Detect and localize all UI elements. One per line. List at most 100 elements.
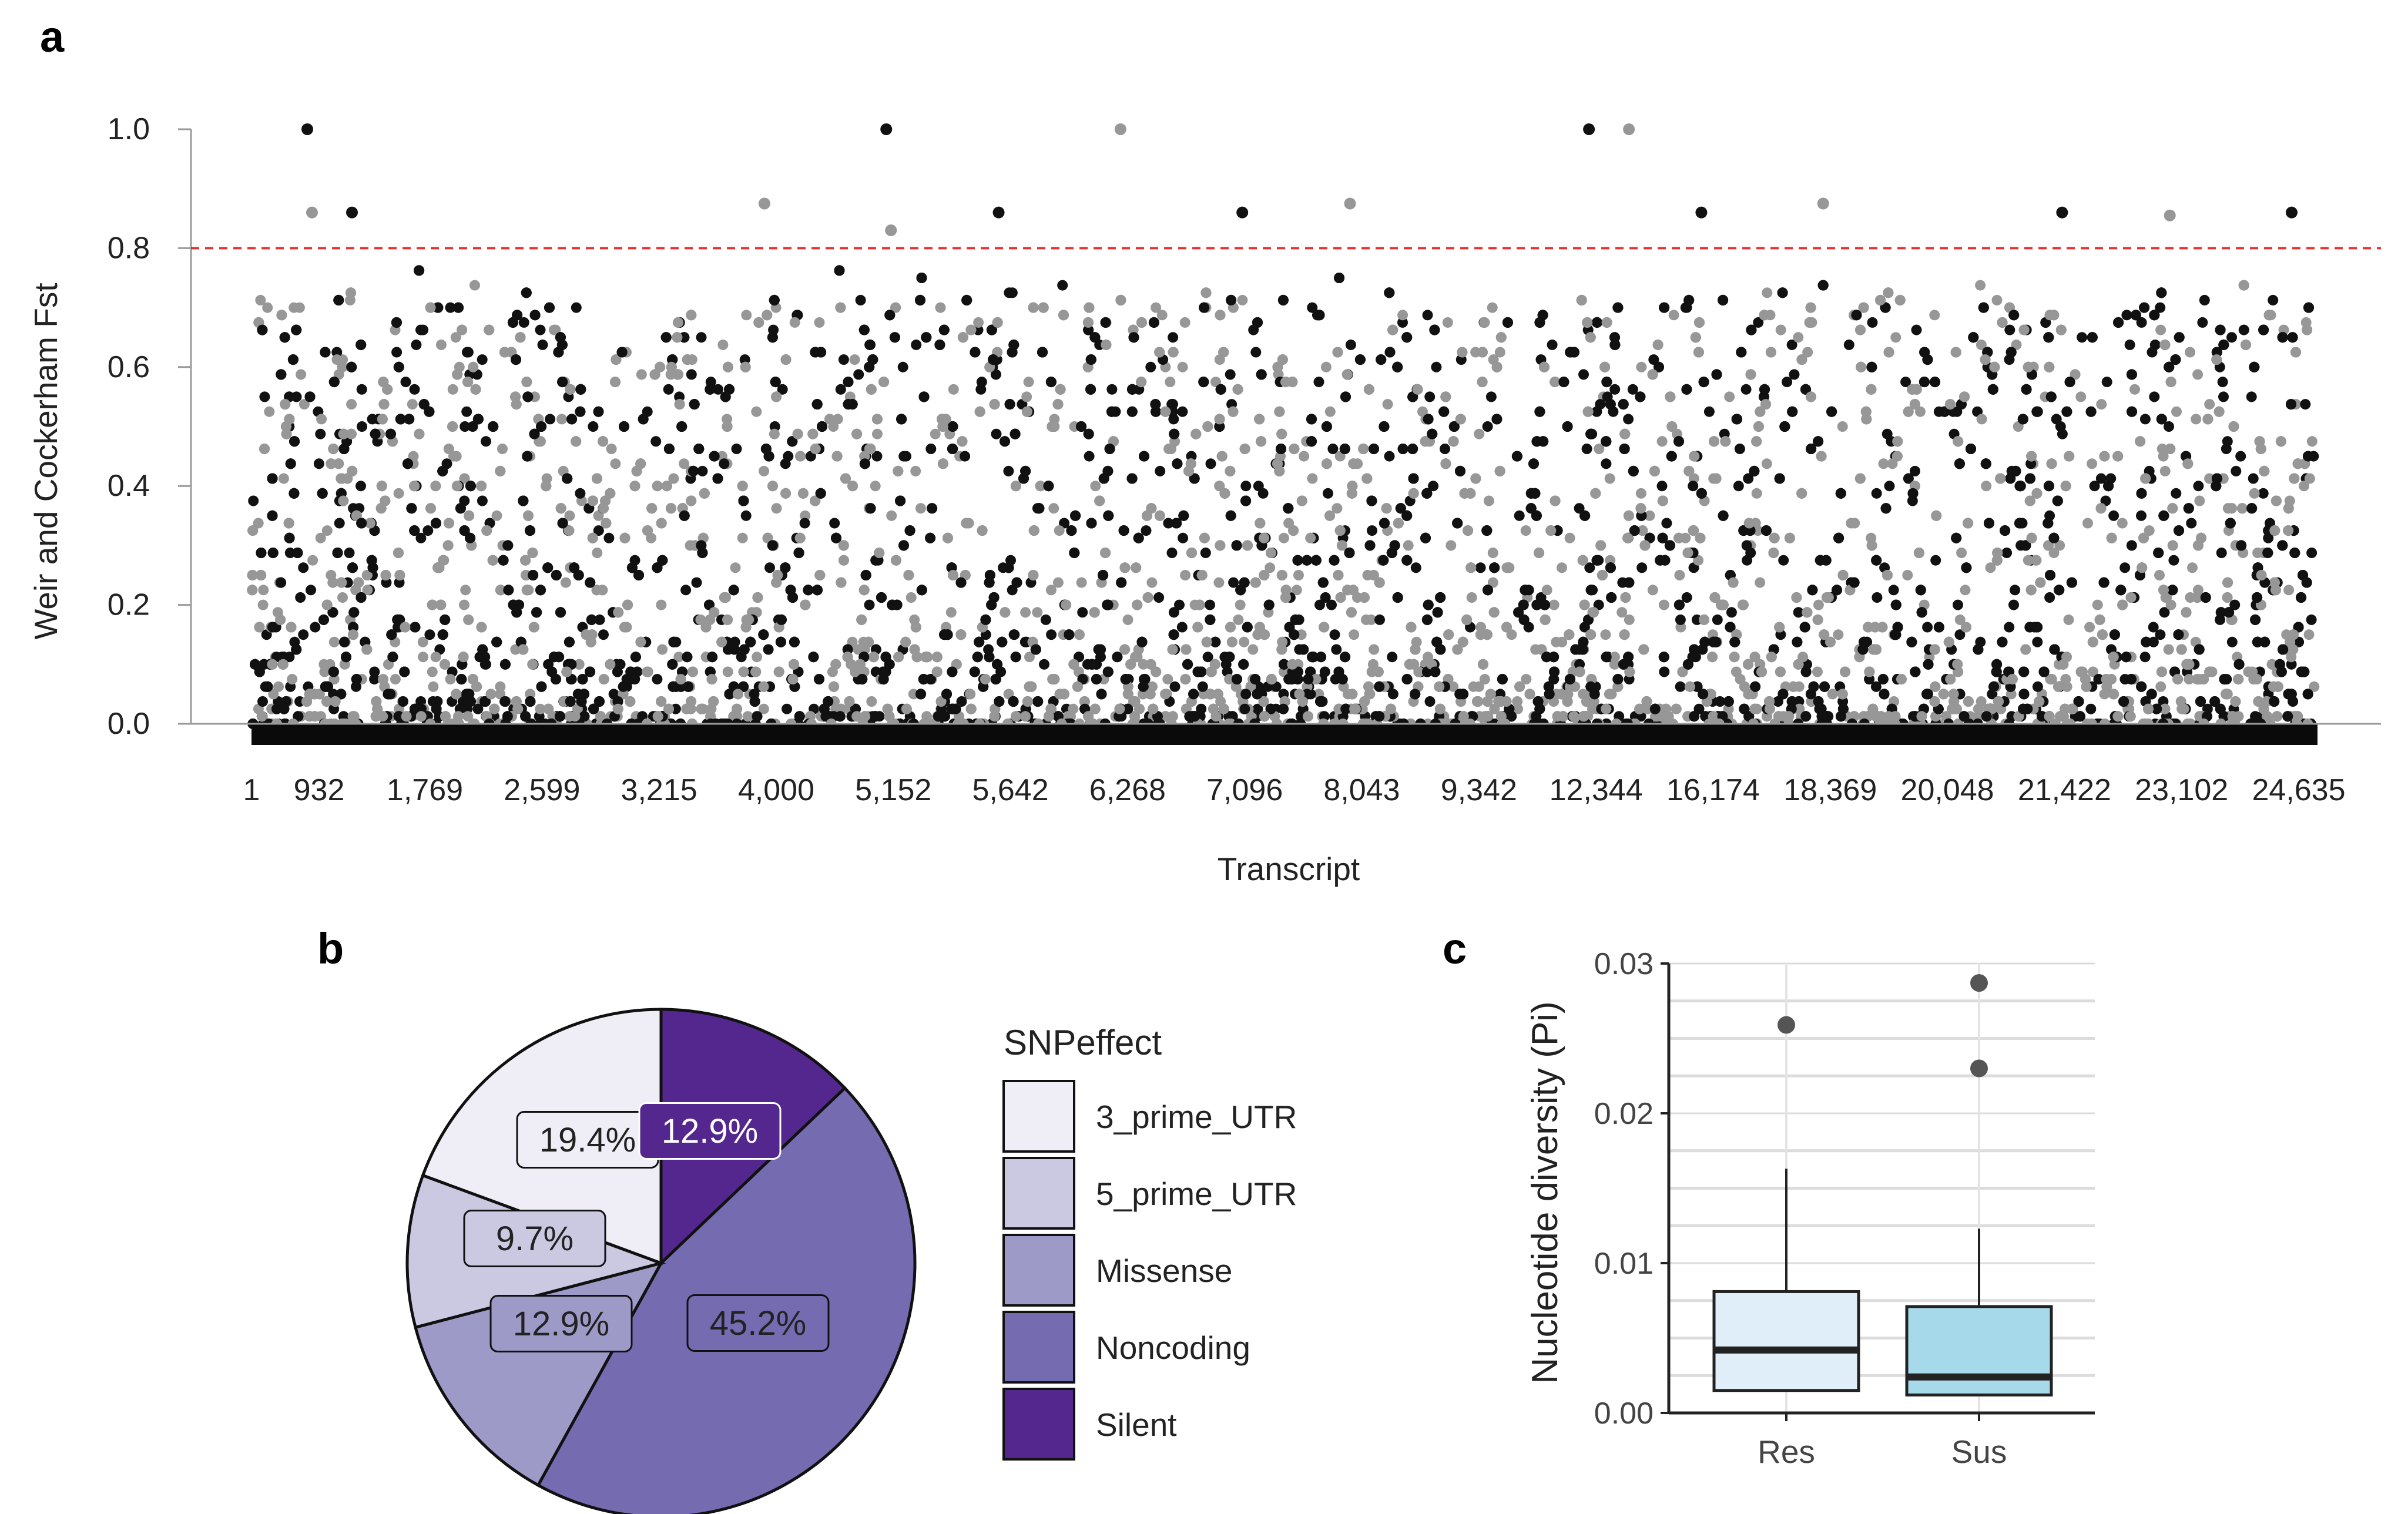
fst-point: [1160, 689, 1171, 700]
fst-point: [742, 711, 753, 722]
fst-point: [1609, 384, 1621, 395]
fst-point: [935, 302, 946, 313]
fst-point: [1870, 681, 1882, 692]
fst-point: [1981, 481, 1992, 492]
fst-point: [2096, 399, 2107, 410]
fst-point: [1734, 444, 1745, 454]
fst-point: [1054, 525, 1065, 536]
fst-point: [1703, 406, 1715, 417]
fst-point: [427, 666, 438, 677]
fst-point: [1431, 361, 1442, 372]
fst-point: [2199, 294, 2210, 306]
fst-point: [1635, 488, 1646, 499]
fst-point: [2186, 518, 2197, 529]
fst-point: [1843, 339, 1854, 350]
fst-point: [564, 510, 575, 521]
fst-point: [1623, 414, 1634, 425]
fst-point: [2032, 681, 2043, 692]
fst-point: [842, 644, 853, 655]
fst-point: [991, 428, 1002, 439]
fst-point: [295, 592, 306, 603]
fst-point: [1658, 599, 1669, 610]
fst-point: [268, 689, 279, 700]
fst-point: [2136, 317, 2147, 328]
fst-point: [1733, 481, 1744, 492]
fst-point: [1367, 525, 1377, 536]
fst-point: [1802, 347, 1813, 358]
fst-point: [1506, 629, 1517, 640]
fst-point: [346, 399, 357, 410]
fst-point: [1327, 444, 1339, 454]
fst-point: [838, 354, 849, 365]
fst-point: [289, 302, 300, 313]
fst-point: [2054, 540, 2065, 551]
fst-point: [1326, 599, 1337, 610]
fst-point: [287, 674, 298, 685]
fst-point: [2139, 652, 2151, 663]
fst-point: [1514, 510, 1525, 521]
fst-point: [592, 548, 603, 558]
fst-point: [1548, 599, 1560, 610]
fst-point: [2164, 421, 2174, 432]
fst-point: [1902, 570, 1913, 580]
fst-point: [445, 302, 456, 313]
fst-point: [1197, 681, 1208, 692]
fst-point: [1973, 703, 1984, 714]
fst-point: [445, 674, 456, 685]
fst-point: [2235, 451, 2246, 462]
fst-point: [2306, 548, 2318, 558]
fst-point: [2197, 317, 2208, 328]
fst-point: [310, 622, 321, 633]
fst-point: [1907, 495, 1918, 506]
fst-point: [2061, 681, 2072, 692]
fst-point: [1440, 444, 1450, 454]
fst-point: [1331, 644, 1342, 655]
fst-point: [1910, 465, 1920, 476]
fst-point: [777, 384, 788, 395]
fst-point: [1872, 592, 1883, 603]
fst-point: [411, 339, 422, 350]
fst-point: [2168, 555, 2179, 566]
fst-point: [1106, 384, 1118, 395]
fst-point: [1786, 339, 1797, 350]
fst-point: [1487, 548, 1498, 558]
fst-point: [313, 458, 324, 469]
fst-point: [315, 428, 326, 439]
fst-point: [1205, 458, 1216, 469]
fst-point: [976, 377, 987, 388]
fst-point: [369, 666, 380, 677]
fst-point: [598, 629, 609, 640]
fst-point: [1166, 548, 1178, 558]
fst-point: [1473, 681, 1484, 692]
fst-point: [1976, 414, 1987, 425]
fst-point: [1145, 361, 1156, 372]
fst-point: [1046, 629, 1057, 640]
fst-point: [2108, 510, 2119, 521]
fst-point: [1382, 399, 1393, 410]
scatter-points-layer: [247, 123, 2320, 745]
fst-point: [2187, 562, 2198, 573]
fst-point: [447, 384, 458, 395]
fst-point: [722, 666, 733, 677]
fst-point: [901, 451, 911, 462]
fst-point: [663, 384, 674, 395]
fst-point: [1675, 614, 1686, 625]
fst-point: [1178, 532, 1189, 543]
fst-point: [461, 406, 472, 417]
fst-point: [1594, 444, 1605, 454]
fst-point: [1487, 302, 1498, 313]
fst-point: [835, 384, 846, 395]
fst-point: [262, 302, 273, 313]
fst-point: [418, 324, 429, 335]
fst-point: [963, 518, 974, 529]
fst-point: [2088, 666, 2099, 677]
fst-point: [1487, 577, 1498, 588]
fst-point: [2087, 458, 2098, 469]
fst-point: [2001, 548, 2013, 558]
fst-point: [1155, 465, 1166, 476]
fst-point: [2148, 622, 2159, 633]
fst-point: [2171, 406, 2182, 417]
fst-point: [695, 614, 706, 625]
fst-point: [1369, 644, 1380, 655]
fst-point: [409, 384, 420, 395]
